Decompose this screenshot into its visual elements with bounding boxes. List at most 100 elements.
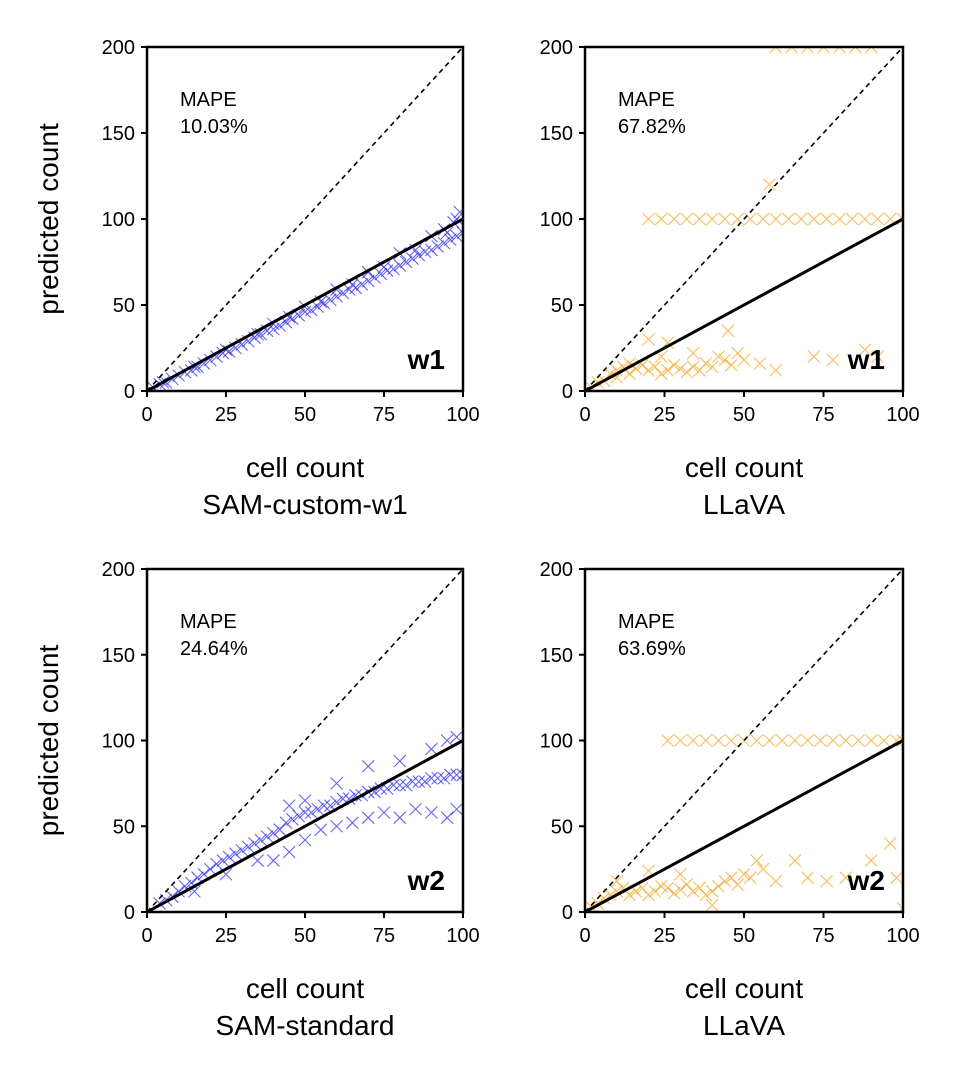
data-point xyxy=(440,734,454,747)
data-point xyxy=(654,212,668,226)
data-point xyxy=(769,363,783,377)
x-tick-label: 75 xyxy=(812,925,834,947)
data-point xyxy=(817,47,830,54)
data-point xyxy=(456,768,463,782)
data-point xyxy=(330,776,343,790)
data-point xyxy=(674,883,687,897)
y-tick-label: 150 xyxy=(102,645,135,667)
data-point xyxy=(858,343,872,357)
y-tick-label: 50 xyxy=(113,816,135,838)
fit-line xyxy=(147,739,463,912)
chart-panel-3: 0 25 50 75 100 0 50 100 150 200 MAPE 24.64% w2 cell c… xyxy=(33,559,480,1041)
data-point xyxy=(393,811,407,825)
data-point xyxy=(896,212,903,226)
y-tick-label: 50 xyxy=(551,816,573,838)
data-point xyxy=(437,771,451,785)
data-point xyxy=(298,794,312,807)
data-point xyxy=(699,357,713,370)
data-point xyxy=(642,888,655,902)
y-tick-label: 0 xyxy=(124,902,135,924)
data-point xyxy=(431,771,445,785)
data-point xyxy=(377,806,391,819)
data-point xyxy=(712,734,725,747)
data-point xyxy=(750,854,764,867)
data-point xyxy=(769,874,783,888)
mape-label: MAPE xyxy=(180,611,237,633)
x-tick-label: 100 xyxy=(446,404,479,426)
x-tick-label: 25 xyxy=(653,925,675,947)
data-point xyxy=(712,350,725,363)
data-point xyxy=(642,212,655,226)
data-point xyxy=(431,240,445,253)
data-point xyxy=(336,286,350,300)
data-point xyxy=(285,813,299,826)
data-point xyxy=(756,212,770,226)
fit-line xyxy=(585,739,903,912)
data-point xyxy=(750,734,764,747)
plot-area xyxy=(147,47,463,391)
x-tick-label: 0 xyxy=(579,404,590,426)
data-point xyxy=(437,236,451,250)
data-point xyxy=(769,47,783,54)
data-point xyxy=(203,862,217,876)
data-point xyxy=(864,734,878,747)
data-point xyxy=(298,806,312,819)
data-point xyxy=(661,881,675,895)
data-point xyxy=(443,233,457,247)
y-axis-title: predicted count xyxy=(33,123,64,315)
data-point xyxy=(393,754,407,768)
data-point xyxy=(314,823,328,837)
data-point xyxy=(667,212,681,226)
data-point xyxy=(399,255,413,269)
x-tick-label: 75 xyxy=(373,404,395,426)
y-tick-label: 0 xyxy=(124,381,135,403)
data-point xyxy=(674,867,687,881)
data-point xyxy=(785,47,799,54)
data-point xyxy=(807,350,821,363)
y-tick-label: 50 xyxy=(113,295,135,317)
data-point xyxy=(292,809,306,823)
data-point xyxy=(839,871,853,885)
data-point xyxy=(763,178,776,191)
data-point xyxy=(425,243,438,257)
x-tick-label: 0 xyxy=(141,925,152,947)
data-point xyxy=(813,734,827,747)
y-tick-label: 0 xyxy=(562,381,573,403)
data-point xyxy=(896,902,903,912)
y-axis-title: predicted count xyxy=(33,645,64,837)
data-point xyxy=(425,806,438,819)
data-point xyxy=(450,802,463,816)
data-point xyxy=(883,837,897,850)
data-point xyxy=(769,212,783,226)
data-point xyxy=(724,358,738,372)
data-point xyxy=(737,867,751,881)
y-tick-label: 100 xyxy=(102,731,135,753)
data-point xyxy=(393,259,407,272)
method-label: LLaVA xyxy=(703,1010,785,1041)
mape-value: 63.69% xyxy=(618,638,686,660)
data-point xyxy=(267,826,280,840)
data-point xyxy=(229,847,242,861)
data-point xyxy=(896,734,903,747)
x-tick-label: 100 xyxy=(446,925,479,947)
x-tick-label: 75 xyxy=(373,925,395,947)
data-point xyxy=(743,212,757,226)
data-point xyxy=(399,778,413,792)
data-point xyxy=(425,742,438,756)
data-point xyxy=(801,47,814,54)
data-point xyxy=(871,350,884,363)
data-point xyxy=(374,267,388,281)
x-axis-title: cell count xyxy=(246,973,365,1004)
x-tick-label: 50 xyxy=(733,404,755,426)
x-axis-title: cell count xyxy=(685,452,804,483)
x-axis-title: cell count xyxy=(246,452,365,483)
x-axis-title: cell count xyxy=(685,973,804,1004)
y-tick-label: 200 xyxy=(102,37,135,59)
data-point xyxy=(693,212,706,226)
data-point xyxy=(298,833,312,847)
data-point xyxy=(317,296,331,310)
data-point xyxy=(731,212,745,226)
data-point xyxy=(845,212,859,226)
data-point xyxy=(820,212,834,226)
